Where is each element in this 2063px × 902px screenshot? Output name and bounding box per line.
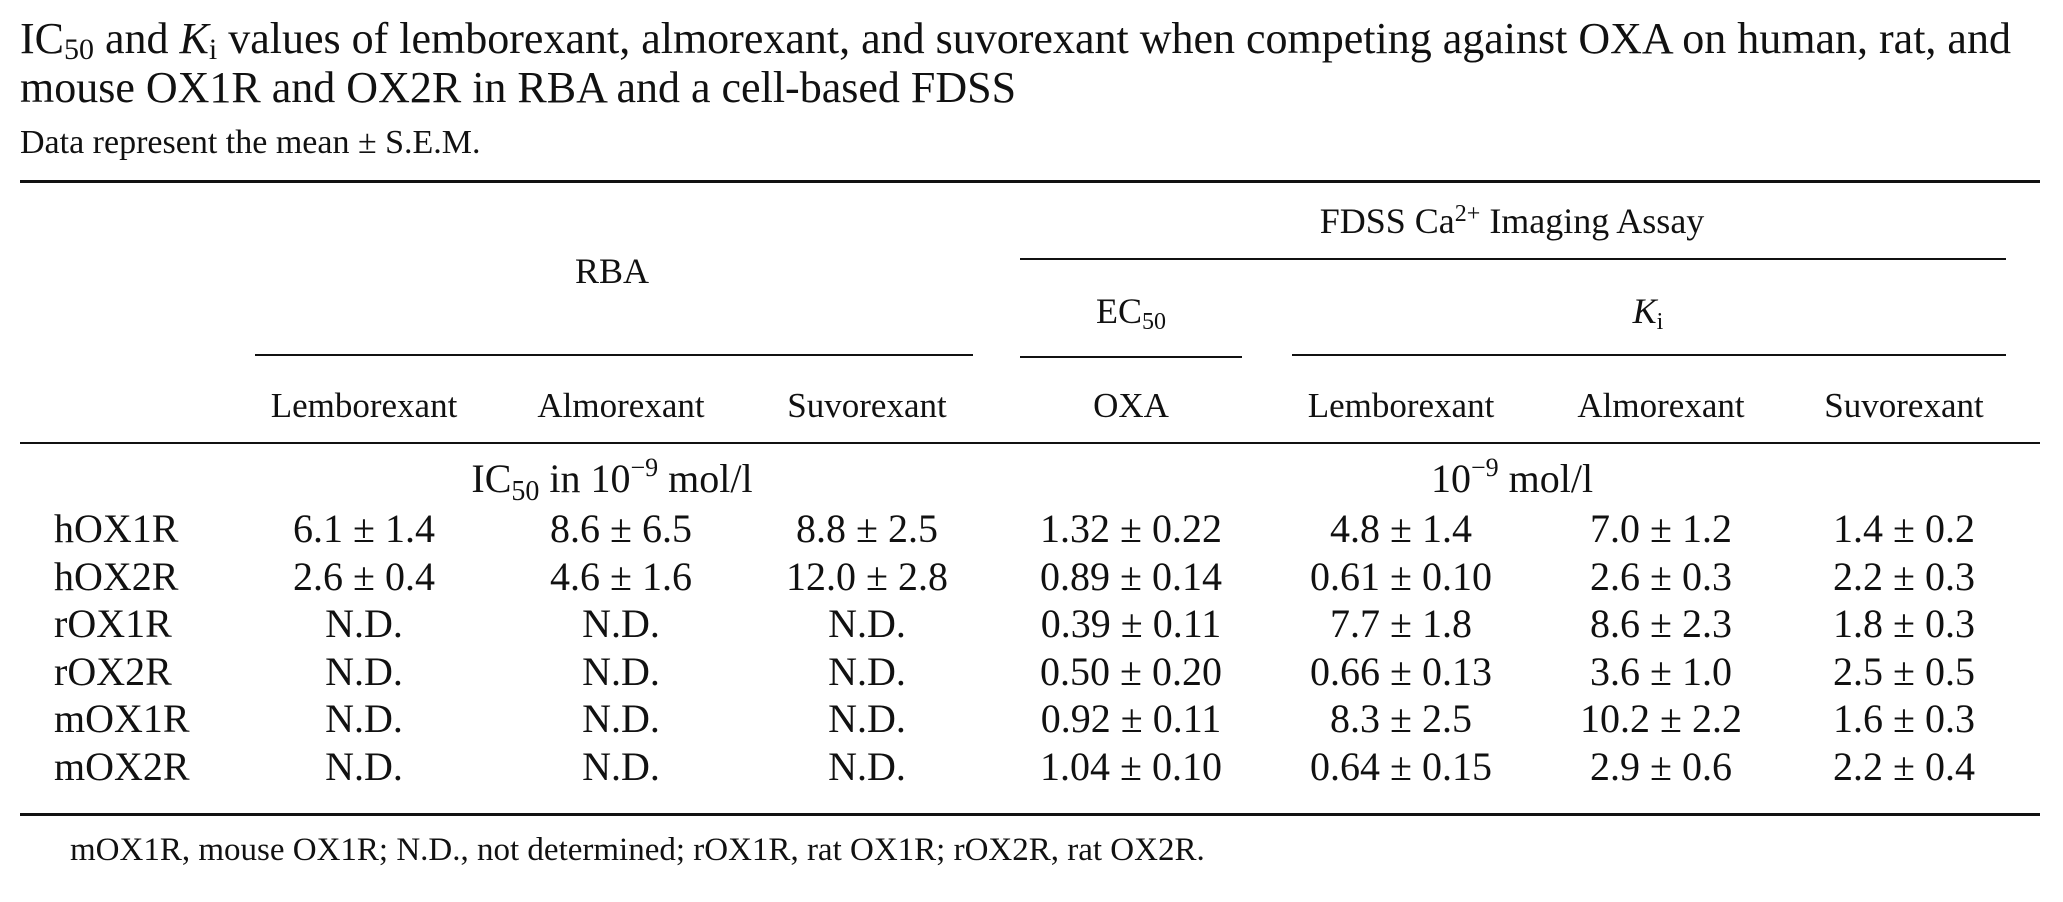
table-cell: 1.8 ± 0.3 [1833, 601, 1975, 646]
table-cell: 0.39 ± 0.11 [1040, 601, 1222, 646]
table-cell: 8.3 ± 2.5 [1330, 696, 1472, 741]
ki-group-rule [1292, 354, 2006, 356]
table-cell: N.D. [582, 696, 660, 741]
fdss-group-rule [1020, 258, 2006, 260]
table-cell: 3.6 ± 1.0 [1590, 648, 1732, 694]
table-cell: N.D. [582, 648, 660, 694]
table-cell: N.D. [582, 743, 660, 789]
table-cell: N.D. [325, 743, 403, 789]
table-footnote: mOX1R, mouse OX1R; N.D., not determined;… [70, 832, 1205, 868]
table-cell: 0.50 ± 0.20 [1040, 648, 1222, 694]
table-cell: 1.6 ± 0.3 [1833, 696, 1975, 741]
top-rule [20, 180, 2040, 183]
table-title: IC50 and Ki values of lemborexant, almor… [20, 14, 2011, 112]
table-cell: 8.6 ± 6.5 [550, 506, 692, 551]
table-cell: 0.89 ± 0.14 [1040, 553, 1222, 599]
row-label: rOX2R [54, 648, 172, 694]
table-cell: 8.8 ± 2.5 [796, 506, 938, 551]
rba-unit-label: IC50 in 10−9 mol/l [471, 453, 753, 507]
column-header: Almorexant [1577, 386, 1745, 425]
row-label: hOX1R [54, 506, 179, 551]
fdss-group-header: FDSS Ca2+ Imaging Assay [1319, 201, 1705, 241]
table-cell: 1.4 ± 0.2 [1833, 506, 1975, 551]
table-cell: 7.7 ± 1.8 [1330, 601, 1472, 646]
table-cell: 7.0 ± 1.2 [1590, 506, 1732, 551]
table-cell: 4.6 ± 1.6 [550, 553, 692, 599]
table-cell: 4.8 ± 1.4 [1330, 506, 1472, 551]
table-cell: N.D. [828, 601, 906, 646]
table-cell: 8.6 ± 2.3 [1590, 601, 1732, 646]
table-cell: 0.66 ± 0.13 [1310, 648, 1492, 694]
table-cell: 0.64 ± 0.15 [1310, 743, 1492, 789]
column-header: Suvorexant [1824, 386, 1984, 425]
table-cell: 2.6 ± 0.4 [293, 553, 435, 599]
row-label: hOX2R [54, 553, 179, 599]
table-cell: N.D. [325, 648, 403, 694]
row-label: mOX2R [54, 743, 190, 789]
table-cell: 2.9 ± 0.6 [1590, 743, 1732, 789]
table-cell: N.D. [325, 696, 403, 741]
table-subtitle: Data represent the mean ± S.E.M. [20, 124, 481, 161]
table-cell: 1.04 ± 0.10 [1040, 743, 1222, 789]
table-cell: N.D. [582, 601, 660, 646]
table-cell: 6.1 ± 1.4 [293, 506, 435, 551]
ec50-group-header: EC50 [1095, 291, 1167, 335]
ec50-group-rule [1020, 356, 1242, 358]
table-cell: 0.92 ± 0.11 [1040, 696, 1222, 741]
table-cell: N.D. [828, 743, 906, 789]
table-cell: 12.0 ± 2.8 [786, 553, 948, 599]
column-header: Lemborexant [1307, 386, 1495, 425]
table-cell: 1.32 ± 0.22 [1040, 506, 1222, 551]
rba-group-header: RBA [574, 251, 650, 291]
header-rule [20, 442, 2040, 444]
row-label: rOX1R [54, 601, 172, 646]
table-cell: N.D. [325, 601, 403, 646]
rba-group-rule [255, 354, 973, 356]
fdss-unit-label: 10−9 mol/l [1430, 453, 1594, 502]
column-header: OXA [1093, 386, 1169, 425]
ki-group-header: Ki [1632, 291, 1664, 335]
row-label: mOX1R [54, 696, 190, 741]
table-cell: 10.2 ± 2.2 [1580, 696, 1742, 741]
column-header: Lemborexant [270, 386, 458, 425]
column-header: Suvorexant [787, 386, 947, 425]
bottom-rule [20, 813, 2040, 816]
table-cell: N.D. [828, 696, 906, 741]
table-cell: 2.2 ± 0.3 [1833, 553, 1975, 599]
table-cell: 0.61 ± 0.10 [1310, 553, 1492, 599]
table-cell: 2.2 ± 0.4 [1833, 743, 1975, 789]
table-cell: 2.6 ± 0.3 [1590, 553, 1732, 599]
column-header: Almorexant [537, 386, 705, 425]
table-cell: N.D. [828, 648, 906, 694]
table-cell: 2.5 ± 0.5 [1833, 648, 1975, 694]
